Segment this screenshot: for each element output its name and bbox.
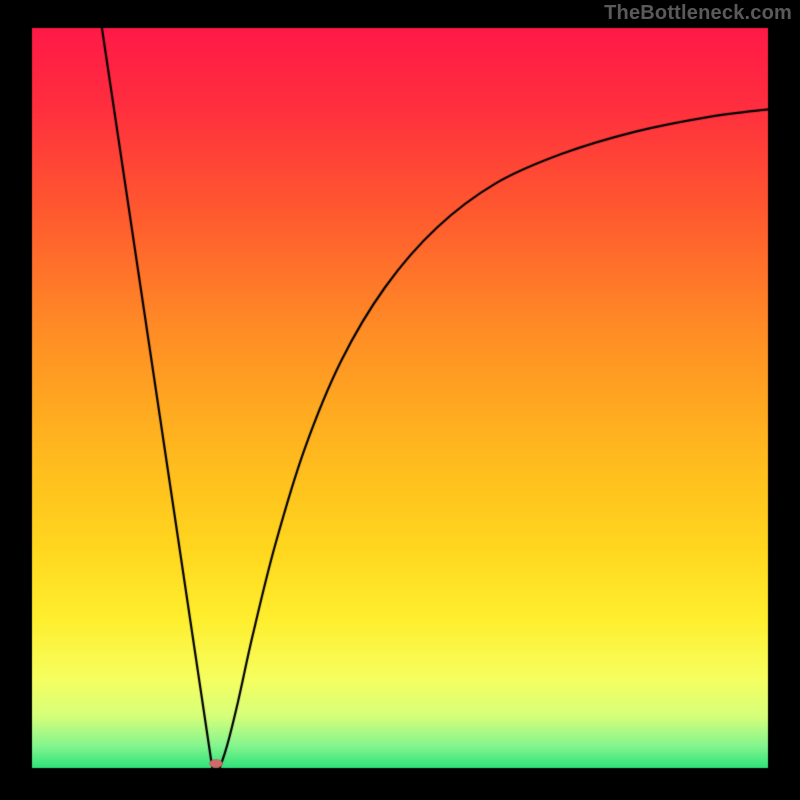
gradient-curve-chart — [0, 0, 800, 800]
watermark-label: TheBottleneck.com — [604, 2, 792, 25]
chart-stage: TheBottleneck.com — [0, 0, 800, 800]
